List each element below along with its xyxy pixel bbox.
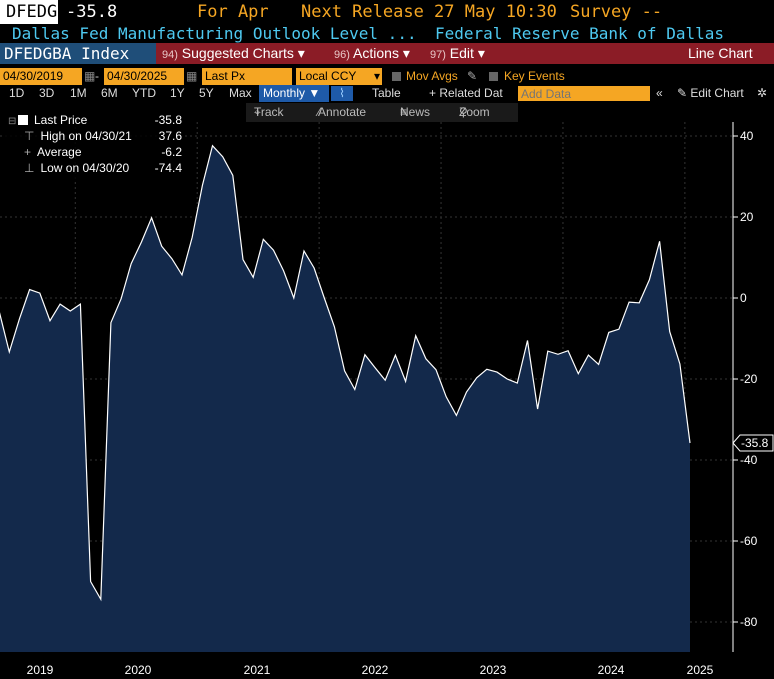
y-tick-label: 40 (740, 129, 754, 143)
y-tick-label: -60 (740, 534, 758, 548)
last-value-tag (732, 434, 774, 452)
pencil-icon: ✎ (677, 86, 688, 100)
survey: Survey -- (570, 2, 663, 22)
legend-low: ⊥ Low on 04/30/20 -74.4 (24, 161, 182, 175)
x-tick-label: 2019 (27, 663, 54, 677)
period-ytd[interactable]: YTD (132, 86, 156, 100)
y-tick-label: 0 (740, 291, 747, 305)
chevron-down-icon: ▾ (297, 45, 305, 61)
zoom-icon: ⚲ (459, 105, 468, 119)
chevron-down-icon: ▼ (308, 86, 321, 100)
period-5y[interactable]: 5Y (199, 86, 214, 100)
average-marker-icon: + (24, 145, 32, 159)
mov-avgs-label: Mov Avgs (406, 69, 458, 83)
add-data-input[interactable] (518, 86, 650, 101)
start-date-field[interactable]: 04/30/2019 (0, 68, 82, 85)
series-source: Federal Reserve Bank of Dallas (435, 24, 724, 43)
mov-avgs-checkbox[interactable] (392, 72, 401, 81)
field-selector[interactable]: Last Px (202, 68, 292, 85)
x-tick-label: 2024 (598, 663, 625, 677)
x-tick-label: 2025 (687, 663, 714, 677)
crosshair-icon: ⌖ (254, 105, 261, 119)
chart-tools: ⌖ Track ⁄ Annotate ≡ News ⚲ Zoom (246, 103, 518, 122)
x-tick-label: 2021 (244, 663, 271, 677)
y-tick-label: -20 (740, 372, 758, 386)
for-period: For Apr (197, 2, 269, 22)
x-tick-label: 2020 (125, 663, 152, 677)
actions-menu[interactable]: 96) Actions ▾ (334, 45, 410, 61)
description-line: Dallas Fed Manufacturing Outlook Level .… (0, 24, 774, 43)
high-marker-icon: ⊤ (24, 129, 35, 143)
index-name[interactable]: DFEDGBA Index (0, 43, 156, 64)
legend-high: ⊤ High on 04/30/21 37.6 (24, 129, 182, 143)
table-button[interactable]: Table (372, 86, 401, 100)
pencil-icon[interactable]: ✎ (467, 69, 478, 83)
last-value-label: -35.8 (741, 436, 769, 450)
controls-row: 04/30/2019 ▦ - 04/30/2025 ▦ Last Px Loca… (0, 68, 774, 85)
period-1d[interactable]: 1D (9, 86, 25, 100)
date-separator: - (95, 69, 99, 83)
x-tick-label: 2023 (480, 663, 507, 677)
tools-row: ⌖ Track ⁄ Annotate ≡ News ⚲ Zoom (0, 103, 774, 122)
currency-selector[interactable]: Local CCY ▾ (296, 68, 382, 85)
period-6m[interactable]: 6M (101, 86, 118, 100)
y-tick-label: 20 (740, 210, 754, 224)
series-description: Dallas Fed Manufacturing Outlook Level .… (12, 24, 417, 43)
chevron-down-icon: ▾ (402, 45, 410, 61)
chevron-down-icon: ▾ (477, 45, 485, 61)
y-tick-label: -40 (740, 453, 758, 467)
line-chart-icon[interactable]: ⌇ (331, 86, 353, 101)
period-1y[interactable]: 1Y (170, 86, 185, 100)
suggested-charts-menu[interactable]: 94) Suggested Charts ▾ (162, 45, 305, 61)
related-data-button[interactable]: + Related Dat (429, 86, 503, 100)
legend-average: + Average -6.2 (24, 145, 182, 159)
menu-strip: 94) Suggested Charts ▾ 96) Actions ▾ 97)… (156, 43, 774, 64)
calendar-icon[interactable]: ▦ (84, 69, 96, 83)
chart-type-label[interactable]: Line Chart (688, 45, 753, 61)
news-icon: ≡ (400, 105, 408, 119)
period-toolbar: 1D 3D 1M 6M YTD 1Y 5Y Max Monthly ▼ ⌇ Ta… (0, 85, 774, 102)
annotate-icon: ⁄ (318, 105, 321, 119)
x-axis-band (0, 652, 733, 679)
chevron-down-icon: ▾ (373, 69, 380, 83)
series-swatch (18, 115, 28, 125)
ticker-symbol[interactable]: DFEDGBA (0, 0, 78, 24)
gear-icon[interactable]: ✲ (757, 86, 768, 100)
x-tick-label: 2022 (362, 663, 389, 677)
series-area (0, 145, 690, 652)
ticker-header: DFEDGBA -35.8 For Apr Next Release 27 Ma… (0, 0, 774, 24)
collapse-legend-icon[interactable]: ⊟ (8, 116, 17, 127)
frequency-selector[interactable]: Monthly ▼ (259, 85, 329, 102)
collapse-icon[interactable]: « (656, 86, 663, 100)
period-max[interactable]: Max (229, 86, 252, 100)
legend: Last Price -35.8 ⊤ High on 04/30/21 37.6 … (4, 112, 184, 182)
y-axis: 40 20 0 -20 -40 -60 -80 (733, 129, 758, 629)
calendar-icon[interactable]: ▦ (186, 69, 198, 83)
end-date-field[interactable]: 04/30/2025 (104, 68, 184, 85)
edit-chart-button[interactable]: ✎ Edit Chart (677, 86, 744, 100)
key-events-checkbox[interactable] (489, 72, 498, 81)
key-events-label: Key Events (504, 69, 565, 83)
period-3d[interactable]: 3D (39, 86, 55, 100)
next-release: Next Release 27 May 10:30 (301, 2, 557, 22)
series-line (0, 144, 691, 602)
last-value-marker: -35.8 (732, 434, 774, 452)
last-value: -35.8 (66, 2, 118, 22)
period-1m[interactable]: 1M (70, 86, 87, 100)
edit-menu[interactable]: 97) Edit ▾ (430, 45, 485, 61)
menu-bar: DFEDGBA Index 94) Suggested Charts ▾ 96)… (0, 43, 774, 64)
x-axis: 2019 2020 2021 2022 2023 2024 2025 (0, 652, 733, 679)
y-tick-label: -80 (740, 615, 758, 629)
legend-last-price: Last Price -35.8 (4, 112, 182, 128)
low-marker-icon: ⊥ (24, 161, 35, 175)
